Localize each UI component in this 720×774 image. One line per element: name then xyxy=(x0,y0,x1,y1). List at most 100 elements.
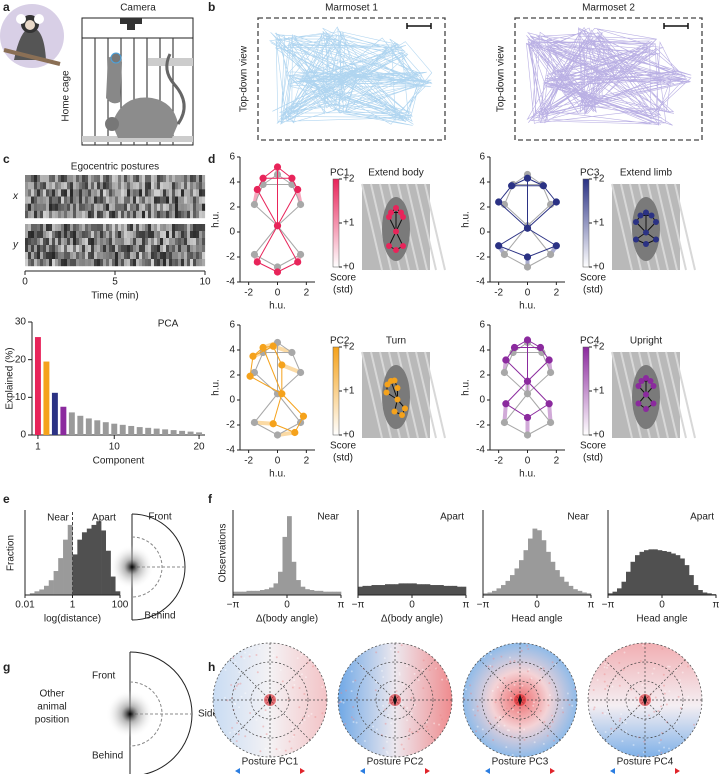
heat-cell xyxy=(40,231,44,239)
photo-title: Extend body xyxy=(368,168,424,179)
heat-cell xyxy=(202,196,206,204)
photo-texture xyxy=(665,183,687,271)
heat-cell xyxy=(88,210,92,219)
heat-cell xyxy=(118,210,122,219)
map-noise xyxy=(314,715,317,718)
map-noise xyxy=(551,714,554,717)
heat-cell xyxy=(55,210,59,219)
heat-cell xyxy=(49,259,53,267)
heat-cell xyxy=(58,252,62,260)
heat-cell xyxy=(88,259,92,267)
series-label: Near xyxy=(47,513,69,524)
heat-cell xyxy=(28,203,32,212)
map-noise xyxy=(293,679,296,682)
heat-cell xyxy=(28,175,32,183)
g-other: Other xyxy=(39,689,65,700)
keypoint xyxy=(495,198,503,206)
map-noise xyxy=(469,692,472,695)
heat-cell xyxy=(82,238,86,246)
heat-cell xyxy=(103,238,107,246)
heat-cell xyxy=(142,182,146,190)
heat-cell xyxy=(34,196,38,204)
heat-cell xyxy=(136,231,140,239)
keypoint xyxy=(269,420,277,428)
photo-texture xyxy=(620,183,642,271)
map-noise xyxy=(654,696,657,699)
map-noise xyxy=(403,706,406,709)
axes xyxy=(357,510,466,596)
heat-cell xyxy=(76,196,80,204)
map-noise xyxy=(413,672,416,675)
map-noise xyxy=(532,701,535,704)
map-noise xyxy=(382,747,385,750)
map-noise xyxy=(675,722,678,725)
heat-cell xyxy=(127,175,131,183)
heat-cell xyxy=(46,238,50,246)
heat-cell xyxy=(172,210,176,219)
x-axis-title: h.u. xyxy=(269,469,286,480)
keypoint xyxy=(495,242,503,250)
marmoset-illustration xyxy=(0,4,64,68)
map-noise xyxy=(498,716,501,719)
map-noise xyxy=(465,688,468,691)
x-tick-label: −π xyxy=(477,600,490,611)
heat-cell xyxy=(61,175,65,183)
hist-bar xyxy=(514,568,520,595)
bone xyxy=(504,393,528,423)
map-noise xyxy=(513,683,516,686)
keypoint xyxy=(510,343,519,352)
map-noise xyxy=(549,725,552,728)
heat-cell xyxy=(73,259,77,267)
heat-cell xyxy=(85,224,89,232)
pc-name: PC2 xyxy=(330,336,350,347)
heat-cell xyxy=(91,224,95,232)
heat-cell xyxy=(76,224,80,232)
heat-cell xyxy=(40,238,44,246)
keypoint xyxy=(259,180,267,189)
heat-cell xyxy=(166,189,170,197)
heat-cell xyxy=(154,224,158,232)
map-noise xyxy=(491,665,494,668)
colorbar-label: +0 xyxy=(593,430,605,441)
heat-cell xyxy=(73,252,77,260)
heat-cell xyxy=(178,259,182,267)
heat-cell xyxy=(136,182,140,190)
hist-bar xyxy=(39,589,45,595)
heat-cell xyxy=(118,196,122,204)
heat-cell xyxy=(130,245,134,253)
map-noise xyxy=(300,654,303,657)
heat-cell xyxy=(178,182,182,190)
heat-cell xyxy=(115,259,119,267)
heat-cell xyxy=(58,210,62,219)
map-noise xyxy=(562,711,565,714)
map-noise xyxy=(350,690,353,693)
heat-cell xyxy=(163,203,167,212)
heat-cell xyxy=(154,196,158,204)
heat-cell xyxy=(124,259,128,267)
heat-cell xyxy=(169,231,173,239)
bone xyxy=(277,225,301,255)
heat-cell xyxy=(88,231,92,239)
heat-cell xyxy=(148,175,152,183)
bone xyxy=(527,380,550,405)
hist-bar xyxy=(273,583,279,595)
trajectory xyxy=(526,27,692,126)
photo-keypoint xyxy=(643,241,649,247)
heat-cell xyxy=(109,196,113,204)
heat-cell xyxy=(151,245,155,253)
hist-bar xyxy=(483,593,488,595)
heat-cell xyxy=(115,231,119,239)
heat-cell xyxy=(100,245,104,253)
map-noise xyxy=(250,647,253,650)
keypoint xyxy=(523,390,532,398)
heat-cell xyxy=(49,245,53,253)
heat-cell xyxy=(109,210,113,219)
y-tick-label: 2 xyxy=(479,370,485,381)
heat-cell xyxy=(76,189,80,197)
map-noise xyxy=(653,710,656,713)
bone xyxy=(277,254,301,268)
bone xyxy=(281,393,304,417)
photo-keypoint xyxy=(648,212,655,219)
heat-cell xyxy=(88,182,92,190)
heat-cell xyxy=(172,175,176,183)
